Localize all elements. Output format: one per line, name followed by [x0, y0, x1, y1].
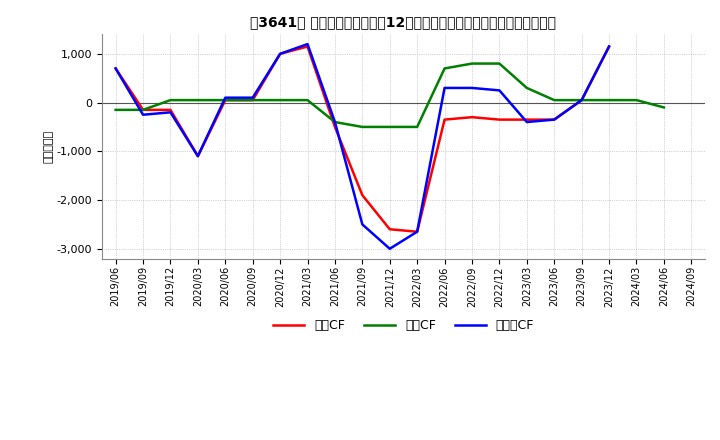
営業CF — [468, 114, 477, 120]
フリーCF — [550, 117, 559, 122]
営業CF — [112, 66, 120, 71]
営業CF — [413, 229, 421, 235]
Title: 【3641】 キャッシュフローの12か月移動合計の対前年同期増減額の推移: 【3641】 キャッシュフローの12か月移動合計の対前年同期増減額の推移 — [251, 15, 557, 29]
投資CF — [385, 124, 394, 129]
Line: 投資CF: 投資CF — [116, 63, 664, 127]
投資CF — [139, 107, 148, 113]
投資CF — [248, 98, 257, 103]
投資CF — [112, 107, 120, 113]
フリーCF — [468, 85, 477, 91]
営業CF — [166, 107, 175, 113]
フリーCF — [413, 229, 421, 235]
フリーCF — [248, 95, 257, 100]
フリーCF — [330, 119, 339, 125]
営業CF — [221, 98, 230, 103]
営業CF — [303, 44, 312, 49]
フリーCF — [221, 95, 230, 100]
投資CF — [358, 124, 366, 129]
投資CF — [550, 98, 559, 103]
投資CF — [577, 98, 586, 103]
営業CF — [385, 227, 394, 232]
投資CF — [330, 119, 339, 125]
フリーCF — [358, 222, 366, 227]
投資CF — [468, 61, 477, 66]
投資CF — [632, 98, 641, 103]
フリーCF — [194, 154, 202, 159]
フリーCF — [139, 112, 148, 117]
営業CF — [276, 51, 284, 56]
フリーCF — [523, 119, 531, 125]
フリーCF — [495, 88, 504, 93]
営業CF — [605, 44, 613, 49]
Y-axis label: （百万円）: （百万円） — [44, 130, 54, 163]
フリーCF — [166, 110, 175, 115]
フリーCF — [303, 41, 312, 47]
営業CF — [440, 117, 449, 122]
Line: 営業CF: 営業CF — [116, 47, 609, 232]
営業CF — [550, 117, 559, 122]
投資CF — [440, 66, 449, 71]
営業CF — [139, 107, 148, 113]
営業CF — [194, 154, 202, 159]
投資CF — [660, 105, 668, 110]
営業CF — [495, 117, 504, 122]
投資CF — [166, 98, 175, 103]
フリーCF — [605, 44, 613, 49]
投資CF — [194, 98, 202, 103]
フリーCF — [112, 66, 120, 71]
投資CF — [276, 98, 284, 103]
Line: フリーCF: フリーCF — [116, 44, 609, 249]
投資CF — [523, 85, 531, 91]
投資CF — [413, 124, 421, 129]
営業CF — [523, 117, 531, 122]
営業CF — [248, 98, 257, 103]
フリーCF — [385, 246, 394, 251]
投資CF — [221, 98, 230, 103]
フリーCF — [577, 98, 586, 103]
営業CF — [358, 193, 366, 198]
投資CF — [605, 98, 613, 103]
営業CF — [330, 124, 339, 129]
フリーCF — [440, 85, 449, 91]
Legend: 営業CF, 投資CF, フリーCF: 営業CF, 投資CF, フリーCF — [268, 315, 539, 337]
投資CF — [303, 98, 312, 103]
フリーCF — [276, 51, 284, 56]
営業CF — [577, 98, 586, 103]
投資CF — [495, 61, 504, 66]
